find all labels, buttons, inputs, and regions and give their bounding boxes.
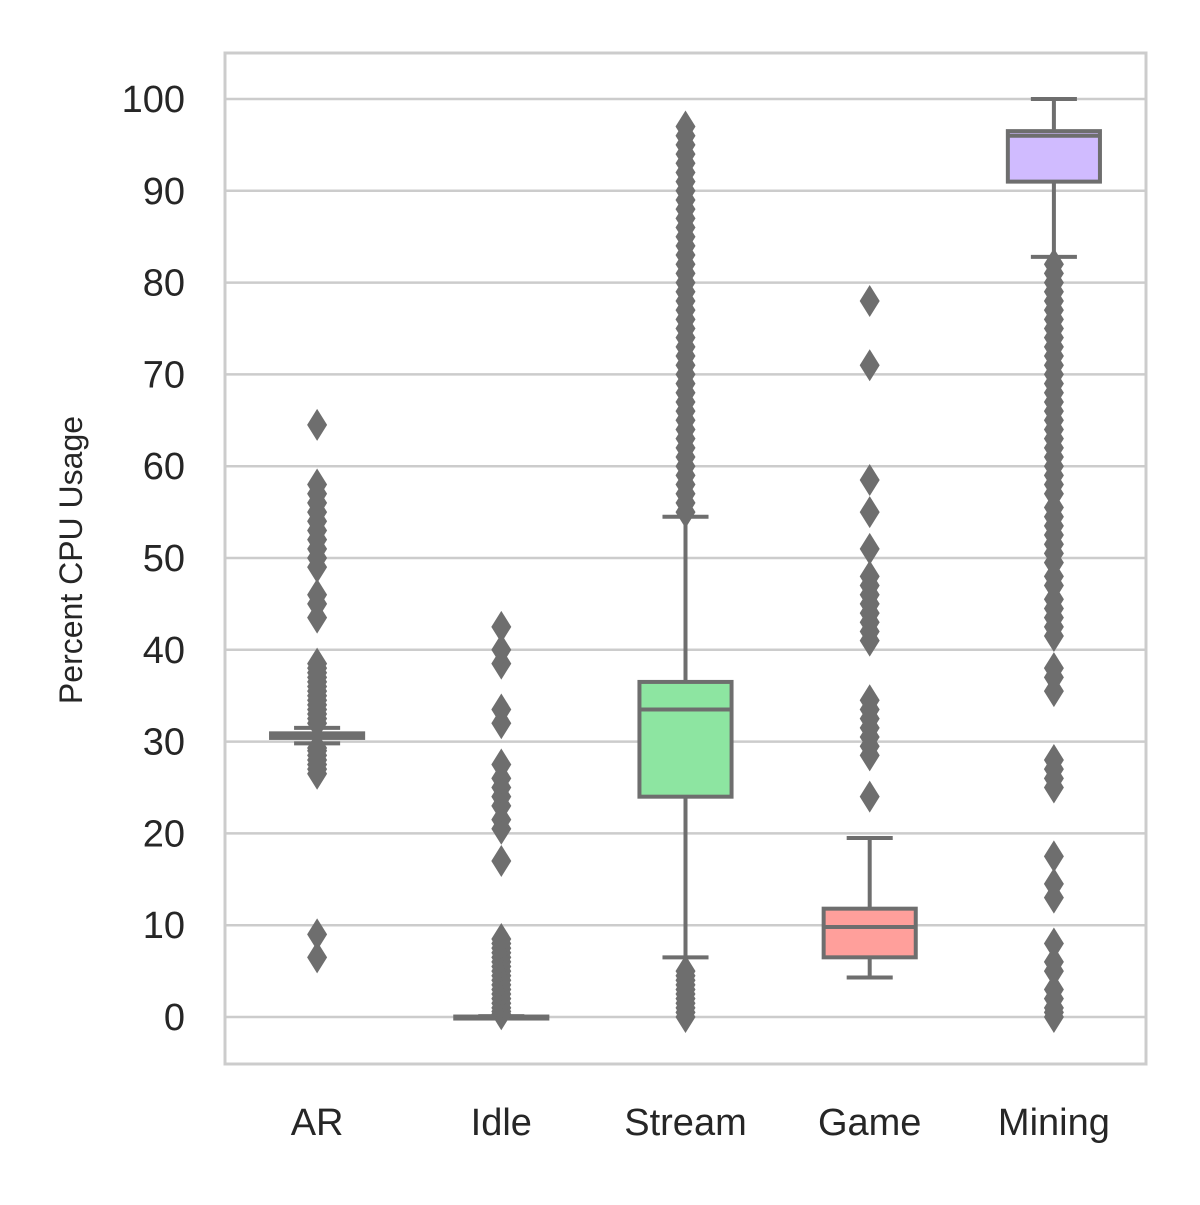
outlier-point bbox=[307, 647, 328, 680]
y-tick-label: 0 bbox=[164, 997, 185, 1039]
box-group bbox=[1005, 97, 1102, 1033]
y-tick-label: 20 bbox=[143, 813, 185, 855]
y-tick-label: 70 bbox=[143, 354, 185, 396]
y-tick-label: 90 bbox=[143, 171, 185, 213]
y-tick-label: 40 bbox=[143, 630, 185, 672]
y-axis-title: Percent CPU Usage bbox=[53, 416, 89, 704]
outlier-point bbox=[1043, 652, 1064, 685]
box-group bbox=[821, 284, 918, 980]
outlier-point bbox=[1043, 840, 1064, 873]
outlier-point bbox=[859, 463, 880, 496]
x-category-label: Idle bbox=[471, 1102, 532, 1144]
outlier-point bbox=[491, 610, 512, 643]
outlier-point bbox=[1043, 867, 1064, 900]
x-category-label: Game bbox=[818, 1102, 921, 1144]
box-iqr bbox=[637, 679, 734, 799]
outlier-point bbox=[675, 955, 696, 988]
outlier-point bbox=[307, 918, 328, 951]
box-group bbox=[453, 610, 550, 1031]
outlier-point bbox=[491, 922, 512, 955]
outlier-point bbox=[307, 941, 328, 974]
x-axis-categories: AR Idle Stream Game Mining bbox=[291, 1102, 1110, 1144]
outlier-point bbox=[859, 284, 880, 317]
y-tick-label: 10 bbox=[143, 905, 185, 947]
outlier-point bbox=[307, 468, 328, 501]
outlier-point bbox=[859, 532, 880, 565]
plot-area-frame bbox=[223, 51, 1148, 1066]
outlier-point bbox=[307, 408, 328, 441]
outlier-point bbox=[307, 578, 328, 611]
x-category-label: Mining bbox=[998, 1102, 1110, 1144]
y-tick-label: 50 bbox=[143, 538, 185, 580]
box-iqr bbox=[821, 906, 918, 960]
outlier-point bbox=[859, 560, 880, 593]
outlier-point bbox=[1043, 973, 1064, 1006]
outlier-point bbox=[859, 496, 880, 529]
outlier-point bbox=[1043, 927, 1064, 960]
outlier-point bbox=[859, 349, 880, 382]
box-iqr bbox=[1005, 129, 1102, 184]
outlier-point bbox=[1043, 743, 1064, 776]
boxes bbox=[269, 97, 1102, 1033]
x-category-label: AR bbox=[291, 1102, 344, 1144]
y-tick-label: 30 bbox=[143, 722, 185, 764]
y-tick-label: 60 bbox=[143, 446, 185, 488]
y-tick-label: 80 bbox=[143, 263, 185, 305]
outlier-point bbox=[491, 748, 512, 781]
outlier-point bbox=[859, 684, 880, 717]
y-axis-ticks: 0 10 20 30 40 50 60 70 80 90 100 bbox=[122, 79, 185, 1039]
y-tick-label: 100 bbox=[122, 79, 185, 121]
outlier-point bbox=[307, 732, 328, 765]
outlier-point bbox=[491, 633, 512, 666]
box-group bbox=[637, 110, 734, 1033]
outlier-point bbox=[491, 844, 512, 877]
outlier-point bbox=[1043, 945, 1064, 978]
box-group bbox=[269, 408, 366, 974]
outlier-point bbox=[859, 780, 880, 813]
outlier-point bbox=[675, 110, 696, 143]
outlier-point bbox=[491, 693, 512, 726]
x-category-label: Stream bbox=[624, 1102, 746, 1144]
outlier-point bbox=[1043, 248, 1064, 281]
